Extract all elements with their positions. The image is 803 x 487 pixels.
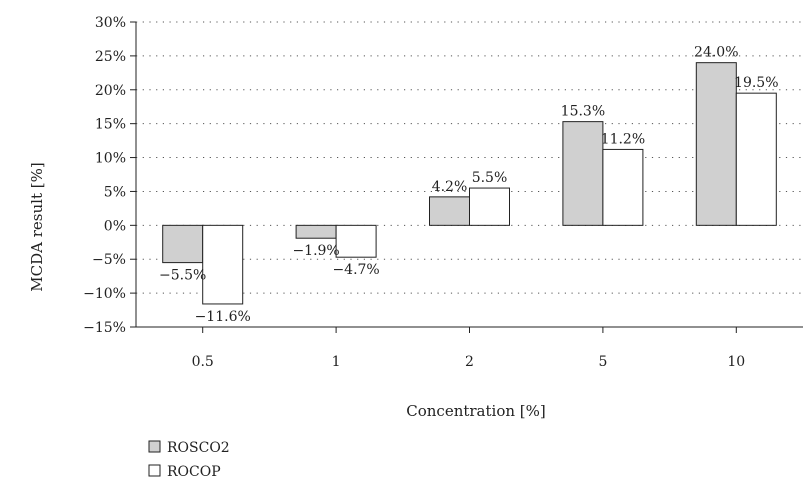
legend-swatch bbox=[148, 464, 161, 477]
y-tick-label: −10% bbox=[83, 286, 126, 302]
bar-rosco2-0.5 bbox=[162, 224, 204, 264]
bar-rosco2-1 bbox=[295, 224, 337, 239]
y-tick-label: −15% bbox=[83, 320, 126, 336]
data-label: 15.3% bbox=[561, 104, 605, 120]
y-tick-label: 0% bbox=[104, 218, 126, 234]
bars-group bbox=[162, 62, 777, 305]
bar-rocop-0.5 bbox=[202, 224, 244, 305]
x-tick-label: 5 bbox=[598, 354, 607, 370]
x-tick-label: 10 bbox=[727, 354, 745, 370]
x-tick-label: 1 bbox=[332, 354, 341, 370]
y-tick-label: 15% bbox=[95, 117, 126, 133]
legend: ROSCO2 ROCOP bbox=[148, 440, 230, 480]
bar-rocop-10 bbox=[735, 92, 777, 226]
y-tick-label: 25% bbox=[95, 49, 126, 65]
data-label: −5.5% bbox=[159, 268, 206, 284]
bar-rocop-1 bbox=[335, 224, 377, 258]
y-axis-title: MCDA result [%] bbox=[28, 162, 46, 291]
y-tick-label: 10% bbox=[95, 151, 126, 167]
bar-rocop-2 bbox=[469, 187, 510, 226]
data-label: 19.5% bbox=[734, 75, 778, 91]
y-tick-label: −5% bbox=[92, 252, 126, 268]
x-tick-label: 0.5 bbox=[192, 354, 214, 370]
data-label: 4.2% bbox=[432, 179, 468, 195]
legend-label: ROSCO2 bbox=[167, 440, 230, 456]
data-labels: −5.5% −11.6% −1.9% −4.7% 4.2%5.5% 15.3% 11.2% 2… bbox=[159, 45, 778, 325]
x-tick-label: 2 bbox=[465, 354, 474, 370]
data-label: −4.7% bbox=[332, 262, 379, 278]
bar-rosco2-10 bbox=[695, 62, 737, 226]
x-axis-title: Concentration [%] bbox=[406, 402, 546, 420]
y-ticks: −15% −10% −5% 0% 5% 10% 15% 20% 25% 30% bbox=[83, 15, 136, 336]
data-label: 5.5% bbox=[472, 170, 508, 186]
legend-label: ROCOP bbox=[167, 464, 221, 480]
bar-rocop-5 bbox=[602, 148, 644, 226]
legend-swatch bbox=[148, 440, 161, 453]
data-label: −1.9% bbox=[292, 243, 339, 259]
y-tick-label: 20% bbox=[95, 83, 126, 99]
data-label: −11.6% bbox=[195, 309, 251, 325]
data-label: 24.0% bbox=[694, 45, 738, 61]
data-label: 11.2% bbox=[601, 131, 645, 147]
y-tick-label: 5% bbox=[104, 184, 126, 200]
y-tick-label: 30% bbox=[95, 15, 126, 31]
bar-rosco2-5 bbox=[562, 121, 604, 226]
x-ticks: 0.5 1 2 5 10 bbox=[192, 327, 745, 370]
bar-rosco2-2 bbox=[429, 196, 470, 226]
